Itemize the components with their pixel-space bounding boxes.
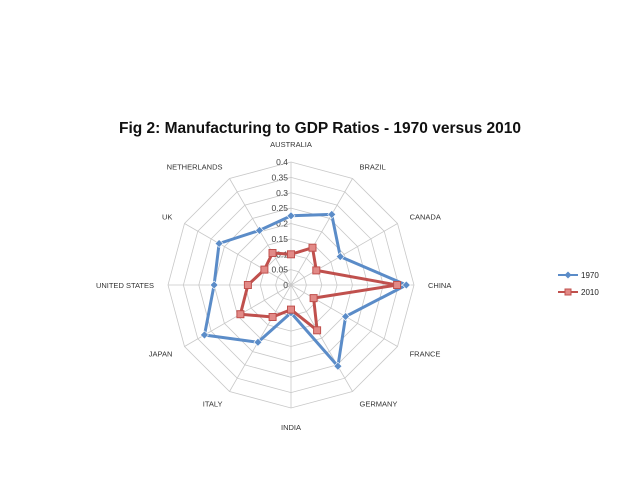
data-point-1970 bbox=[255, 225, 264, 235]
tick-label: 0.15 bbox=[271, 234, 288, 244]
category-label: UK bbox=[162, 213, 172, 222]
data-point-1970 bbox=[209, 280, 219, 290]
axis-spoke bbox=[290, 284, 353, 392]
data-point-1970 bbox=[214, 239, 224, 248]
tick-label: 0 bbox=[283, 280, 288, 290]
category-label: JAPAN bbox=[149, 350, 173, 359]
tick-label: 0.2 bbox=[276, 219, 288, 229]
data-point-2010 bbox=[313, 326, 322, 335]
axis-lines bbox=[168, 162, 414, 408]
data-point-2010 bbox=[312, 266, 321, 275]
data-point-2010 bbox=[287, 305, 295, 314]
tick-label: 0.3 bbox=[276, 188, 288, 198]
chart-title: Fig 2: Manufacturing to GDP Ratios - 197… bbox=[119, 120, 521, 137]
legend: 1970 2010 bbox=[558, 271, 599, 297]
axis-spoke bbox=[290, 178, 353, 286]
data-point-2010 bbox=[243, 281, 252, 289]
series-line-1970 bbox=[203, 212, 408, 368]
data-point-2010 bbox=[268, 313, 277, 321]
series-2010 bbox=[236, 243, 402, 335]
series-line-2010 bbox=[238, 246, 399, 332]
data-point-1970 bbox=[333, 361, 343, 371]
data-point-1970 bbox=[335, 252, 345, 261]
axis-spoke bbox=[290, 223, 398, 286]
category-labels: AUSTRALIA BRAZIL CANADA CHINA FRANCE GERMANY I… bbox=[96, 140, 451, 432]
data-point-1970 bbox=[327, 210, 337, 219]
category-label: FRANCE bbox=[410, 350, 441, 359]
legend-marker bbox=[564, 271, 572, 279]
tick-label: 0.25 bbox=[271, 203, 288, 213]
category-label: CANADA bbox=[410, 213, 441, 222]
category-label: AUSTRALIA bbox=[270, 140, 312, 149]
data-point-2010 bbox=[236, 310, 245, 319]
legend-item-2010: 2010 bbox=[558, 288, 599, 297]
category-label: CHINA bbox=[428, 281, 451, 290]
data-point-1970 bbox=[286, 211, 296, 221]
category-label: NETHERLANDS bbox=[167, 162, 223, 171]
data-point-1970 bbox=[253, 337, 263, 347]
data-point-2010 bbox=[260, 265, 269, 274]
axis-spoke bbox=[184, 223, 292, 286]
legend-marker bbox=[564, 288, 572, 296]
category-label: UNITED STATES bbox=[96, 281, 154, 290]
tick-label: 0.4 bbox=[276, 157, 288, 167]
legend-label: 2010 bbox=[581, 288, 599, 297]
data-point-1970 bbox=[341, 312, 351, 321]
data-point-1970 bbox=[401, 280, 411, 290]
series-group bbox=[200, 210, 411, 371]
tick-label: 0.35 bbox=[271, 172, 288, 182]
data-point-2010 bbox=[287, 250, 295, 259]
category-label: GERMANY bbox=[360, 400, 398, 409]
data-point-2010 bbox=[309, 294, 318, 303]
data-point-1970 bbox=[200, 330, 209, 340]
legend-item-1970: 1970 bbox=[558, 271, 599, 280]
category-label: INDIA bbox=[281, 423, 301, 432]
data-point-2010 bbox=[393, 281, 402, 289]
category-label: ITALY bbox=[203, 400, 223, 409]
data-point-2010 bbox=[308, 243, 317, 252]
legend-label: 1970 bbox=[581, 271, 599, 280]
data-point-2010 bbox=[268, 249, 277, 257]
tick-label: 0.05 bbox=[271, 265, 288, 275]
category-label: BRAZIL bbox=[360, 162, 386, 171]
